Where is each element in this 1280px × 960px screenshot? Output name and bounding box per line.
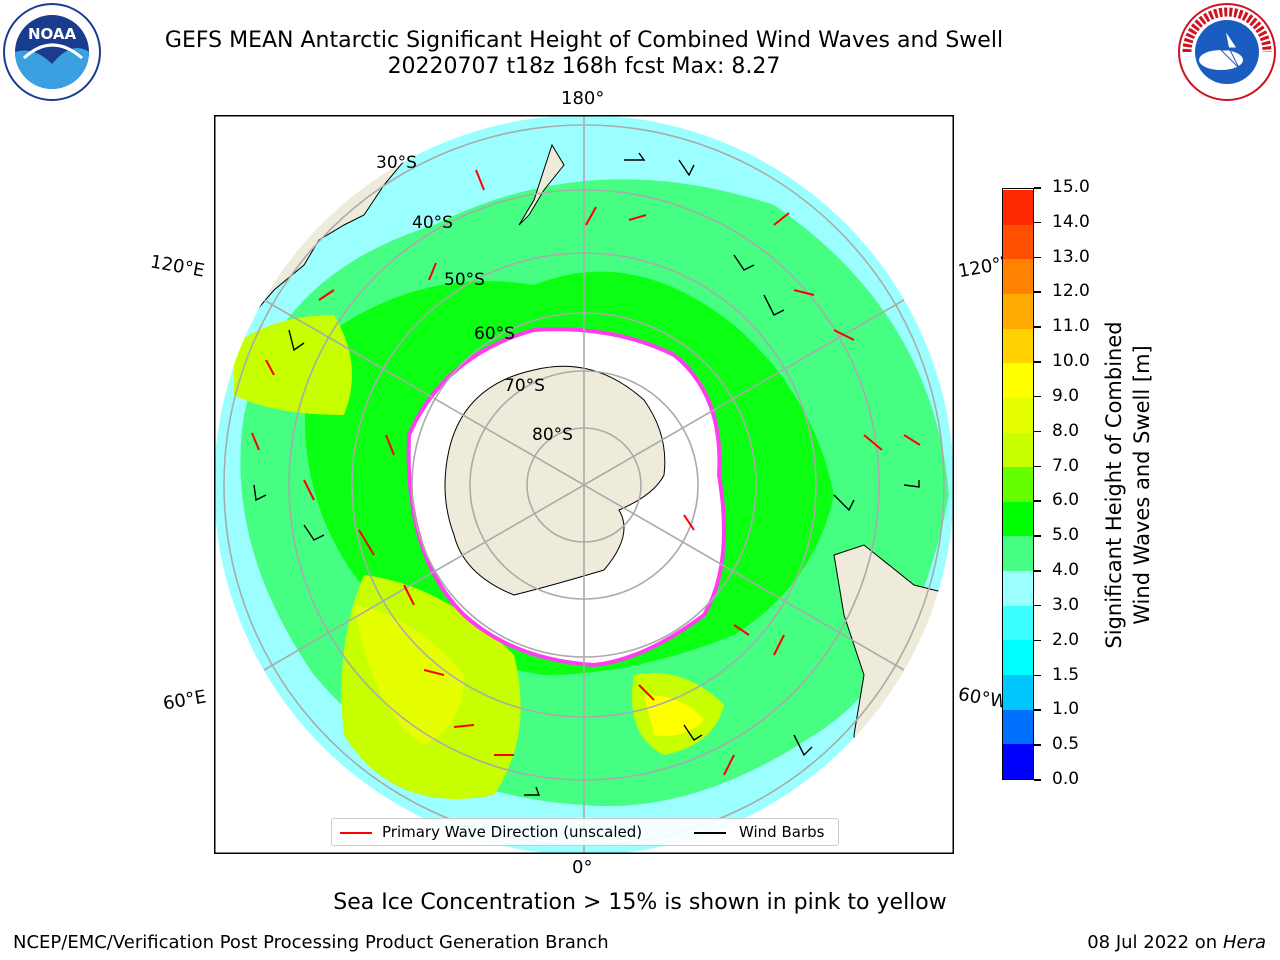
- lon-label-top: 180°: [561, 88, 605, 109]
- colorbar-tick-label: 10.0: [1052, 351, 1090, 372]
- colorbar-tick-label: 13.0: [1052, 246, 1090, 267]
- map-legend: Primary Wave Direction (unscaled) Wind B…: [331, 818, 839, 846]
- colorbar-segment: [1003, 328, 1033, 364]
- colorbar-tick-mark: [1034, 709, 1041, 711]
- colorbar-tick-mark: [1034, 744, 1041, 746]
- colorbar-segment: [1003, 570, 1033, 606]
- sea-ice-note: Sea Ice Concentration > 15% is shown in …: [333, 890, 947, 915]
- lat-label-70s: 70°S: [504, 376, 545, 396]
- colorbar-segment: [1003, 466, 1033, 502]
- wind-barbs: [253, 152, 920, 796]
- wind-barbs-legend-label: Wind Barbs: [739, 823, 825, 841]
- colorbar-tick-label: 2.0: [1052, 629, 1080, 650]
- colorbar-tick-mark: [1034, 535, 1041, 537]
- chart-subtitle: 20220707 t18z 168h fcst Max: 8.27: [387, 54, 781, 79]
- colorbar-segment: [1003, 674, 1033, 710]
- colorbar-tick-mark: [1034, 395, 1041, 398]
- lat-label-30s: 30°S: [376, 153, 417, 173]
- run-date-text: 08 Jul 2022 on: [1087, 932, 1218, 953]
- colorbar-segment: [1003, 362, 1033, 398]
- colorbar-tick-label: 7.0: [1052, 455, 1080, 476]
- colorbar-tick-mark: [1034, 639, 1041, 642]
- colorbar-tick-label: 5.0: [1052, 525, 1080, 546]
- colorbar-segment: [1003, 397, 1033, 433]
- colorbar-segment: [1003, 293, 1033, 329]
- wave-direction-arrows: [251, 169, 921, 776]
- colorbar-tick-label: 1.5: [1052, 664, 1080, 685]
- colorbar-tick-mark: [1034, 221, 1041, 224]
- colorbar-segment: [1003, 605, 1033, 641]
- colorbar-tick-mark: [1034, 326, 1041, 328]
- colorbar-tick-label: 9.0: [1052, 385, 1080, 406]
- colorbar-tick-label: 4.0: [1052, 560, 1080, 581]
- colorbar-tick-label: 11.0: [1052, 316, 1090, 337]
- lon-label-upper-left: 120°E: [148, 251, 207, 282]
- run-date: 08 Jul 2022 on Hera: [1087, 932, 1266, 953]
- colorbar-label-line2: Wind Waves and Swell [m]: [1130, 345, 1154, 625]
- colorbar-tick-label: 15.0: [1052, 177, 1090, 197]
- colorbar-tick-label: 0.0: [1052, 769, 1080, 789]
- colorbar-segment: [1003, 258, 1033, 294]
- colorbar-segment: [1003, 743, 1033, 779]
- wave-direction-legend-label: Primary Wave Direction (unscaled): [382, 823, 643, 841]
- colorbar-tick-label: 6.0: [1052, 490, 1080, 511]
- colorbar-tick-label: 12.0: [1052, 281, 1090, 302]
- colorbar-tick-label: 8.0: [1052, 420, 1080, 441]
- colorbar-segment: [1003, 189, 1033, 225]
- colorbar-segment: [1003, 535, 1033, 572]
- colorbar-tick-mark: [1034, 465, 1041, 468]
- colorbar-label: Significant Height of Combined Wind Wave…: [1100, 321, 1156, 648]
- colorbar-tick-mark: [1034, 430, 1041, 433]
- lat-label-60s: 60°S: [474, 324, 515, 344]
- noaa-logo-text: NOAA: [28, 25, 77, 43]
- wave-direction-legend-swatch: [340, 832, 372, 834]
- colorbar-segment: [1003, 224, 1033, 260]
- antarctic-wave-map: 30°S 40°S 50°S 60°S 70°S 80°S: [214, 115, 954, 854]
- wind-barbs-legend-swatch: [694, 832, 726, 834]
- credit-line: NCEP/EMC/Verification Post Processing Pr…: [13, 932, 609, 953]
- colorbar-tick-mark: [1034, 570, 1041, 572]
- colorbar-segment: [1003, 501, 1033, 537]
- colorbar-tick-mark: [1034, 256, 1041, 259]
- lat-label-80s: 80°S: [532, 425, 573, 445]
- colorbar-tick-mark: [1034, 187, 1041, 189]
- colorbar-tick-label: 3.0: [1052, 594, 1080, 615]
- lon-label-bottom: 0°: [572, 857, 593, 878]
- colorbar-tick-label: 1.0: [1052, 699, 1080, 720]
- colorbar-segment: [1003, 709, 1033, 745]
- colorbar-segment: [1003, 432, 1033, 468]
- colorbar: [1002, 188, 1034, 780]
- colorbar-tick-mark: [1034, 604, 1041, 607]
- colorbar-tick-label: 0.5: [1052, 734, 1080, 755]
- colorbar-tick-mark: [1034, 500, 1041, 502]
- lon-label-lower-left: 60°E: [161, 686, 208, 715]
- nws-logo: [1178, 3, 1276, 101]
- colorbar-label-line1: Significant Height of Combined: [1102, 321, 1126, 649]
- colorbar-tick-mark: [1034, 361, 1041, 363]
- colorbar-tick-mark: [1034, 779, 1041, 781]
- noaa-logo: NOAA: [3, 3, 101, 101]
- chart-title: GEFS MEAN Antarctic Significant Height o…: [164, 28, 1004, 53]
- lat-label-50s: 50°S: [444, 270, 485, 290]
- colorbar-segment: [1003, 639, 1033, 676]
- colorbar-tick-mark: [1034, 291, 1041, 293]
- lat-label-40s: 40°S: [412, 213, 453, 233]
- host-name: Hera: [1222, 932, 1266, 953]
- colorbar-tick-mark: [1034, 674, 1041, 677]
- colorbar-tick-label: 14.0: [1052, 211, 1090, 232]
